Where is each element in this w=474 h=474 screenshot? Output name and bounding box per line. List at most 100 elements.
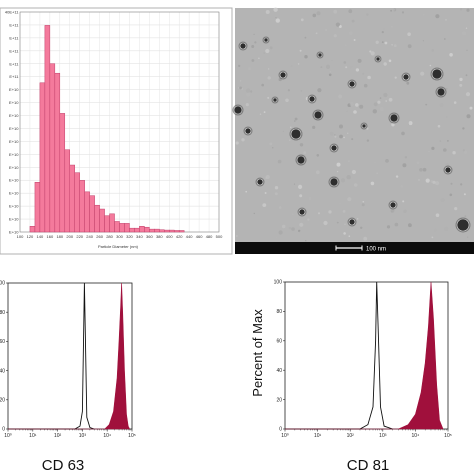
tem-grain	[281, 224, 286, 229]
histogram-bar	[44, 25, 51, 233]
tem-grain	[388, 97, 393, 102]
tem-grain	[459, 83, 463, 87]
tem-vesicle	[313, 110, 323, 120]
tem-grain	[339, 124, 343, 129]
tem-grain	[299, 143, 304, 147]
tem-grain	[334, 133, 336, 136]
cd63-caption: CD 63	[42, 457, 85, 474]
tem-grain	[420, 71, 425, 76]
tem-grain	[348, 235, 351, 237]
tem-grain	[343, 136, 345, 139]
tem-grain	[465, 74, 468, 77]
flow-x-tick-label: 10¹	[314, 433, 322, 439]
tem-grain	[367, 75, 371, 80]
histogram-x-tick-label: 440	[186, 234, 193, 239]
tem-grain	[449, 53, 453, 57]
histogram-x-tick-label: 420	[176, 234, 183, 239]
tem-grain	[290, 65, 293, 68]
tem-vesicle	[389, 201, 397, 209]
tem-grain	[245, 103, 249, 107]
tem-grain	[254, 41, 257, 44]
tem-grain	[466, 49, 468, 51]
histogram-bar	[149, 228, 155, 233]
tem-grain	[465, 27, 468, 29]
tem-vesicle	[389, 113, 399, 123]
tem-grain	[439, 140, 442, 142]
tem-grain	[235, 141, 239, 145]
tem-grain	[393, 44, 397, 48]
flow-y-tick-label: 20	[0, 398, 5, 404]
tem-vesicle	[348, 218, 356, 226]
tem-grain	[391, 211, 393, 213]
tem-grain	[459, 77, 463, 82]
flow-y-tick-label: 100	[274, 280, 283, 286]
flow-x-tick-label: 10³	[79, 433, 87, 439]
histogram-y-tick-label: E+10	[9, 100, 19, 105]
tem-grain	[359, 104, 364, 109]
scale-bar-label: 100 nm	[366, 247, 386, 253]
tem-grain	[462, 31, 467, 36]
tem-grain	[437, 124, 441, 128]
tem-grain	[245, 190, 247, 193]
tem-grain	[263, 111, 266, 113]
flow-y-tick-label: 20	[276, 397, 282, 403]
tem-grain	[355, 68, 360, 72]
tem-grain	[383, 92, 388, 98]
tem-grain	[329, 131, 334, 136]
tem-grain	[328, 210, 332, 214]
histogram-bar	[59, 113, 66, 233]
tem-grain	[312, 13, 317, 18]
histogram-y-tick-label: E+11	[9, 22, 19, 27]
histogram-bars	[29, 25, 185, 233]
tem-grain	[239, 80, 242, 82]
tem-grain	[264, 192, 267, 194]
tem-grain	[315, 170, 320, 175]
tem-grain	[401, 131, 405, 136]
tem-grain	[312, 125, 316, 129]
histogram-x-tick-label: 300	[116, 234, 123, 239]
tem-grain	[431, 49, 435, 52]
histogram-x-tick-label: 500	[216, 234, 223, 239]
tem-grain	[381, 30, 384, 34]
tem-grain	[338, 94, 343, 99]
flow-x-tick-label: 10⁴	[103, 433, 111, 439]
flow-x-tick-label: 10²	[54, 433, 62, 439]
tem-grain	[379, 107, 384, 112]
tem-grain	[316, 11, 321, 16]
histogram-y-tick-label: E+11	[9, 61, 19, 66]
tem-grain	[454, 207, 458, 211]
tem-grain	[402, 200, 405, 203]
tem-grain	[272, 147, 274, 149]
tem-grain	[253, 212, 255, 215]
tem-grain	[400, 185, 404, 188]
tem-grain	[431, 236, 434, 239]
histogram-y-tick-label: E+11	[9, 74, 19, 79]
tem-vesicle	[431, 68, 443, 80]
tem-texture	[235, 7, 473, 242]
tem-grain	[401, 11, 405, 14]
tem-grain	[435, 14, 440, 19]
tem-grain	[407, 32, 411, 36]
histogram-bar	[139, 226, 145, 233]
tem-grain	[462, 149, 465, 152]
tem-grain	[422, 40, 424, 42]
tem-grain	[317, 88, 322, 93]
histogram-y-tick-label: E+10	[9, 126, 19, 131]
tem-grain	[275, 236, 278, 239]
tem-grain	[345, 66, 348, 69]
tem-grain	[333, 34, 337, 38]
tem-grain	[362, 200, 365, 203]
histogram-x-tick-label: 400	[166, 234, 173, 239]
tem-grain	[363, 236, 368, 241]
tem-grain	[447, 140, 449, 142]
tem-grain	[449, 193, 453, 197]
tem-grain	[381, 41, 384, 43]
tem-grain	[353, 110, 357, 114]
cd81-plot	[285, 281, 444, 430]
tem-grain	[418, 179, 420, 181]
tem-grain	[346, 132, 349, 135]
tem-grain	[342, 210, 346, 213]
flow-x-tick-label: 10¹	[29, 433, 37, 439]
tem-grain	[260, 123, 263, 126]
tem-grain	[392, 8, 395, 11]
